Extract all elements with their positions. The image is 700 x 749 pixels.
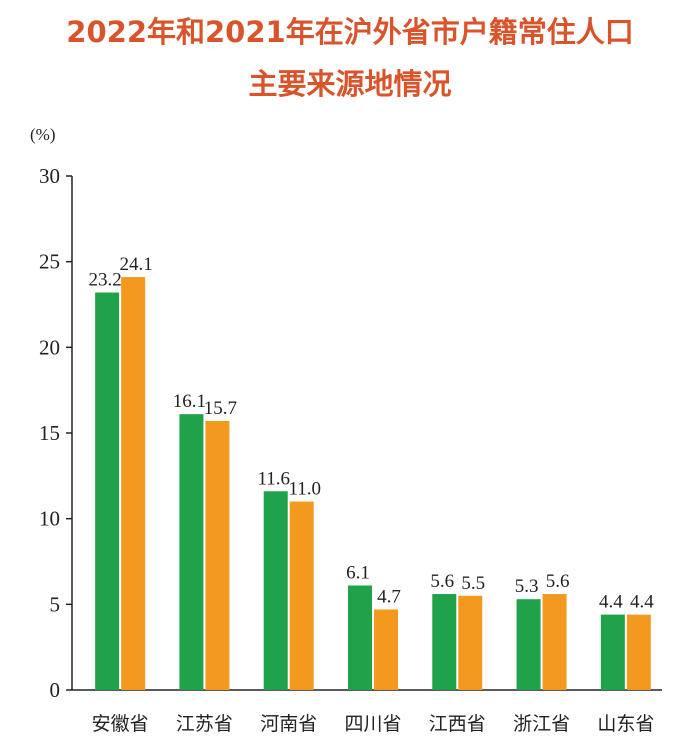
bar (458, 595, 483, 690)
bar (289, 501, 314, 690)
axes: 0 5 10 15 20 25 30 (39, 164, 662, 702)
value-label: 4.7 (377, 586, 401, 607)
bar (348, 585, 372, 690)
bar (205, 421, 230, 690)
y-tick-label: 5 (50, 592, 61, 616)
value-label: 11.0 (288, 479, 321, 500)
bar (263, 491, 288, 690)
category-label: 浙江省 (513, 713, 570, 735)
category-label: 四川省 (344, 713, 401, 735)
y-tick-label: 10 (39, 507, 60, 531)
value-label: 4.4 (630, 592, 654, 613)
value-label: 11.6 (257, 468, 290, 489)
bars (95, 277, 651, 690)
value-label: 4.4 (599, 592, 623, 613)
y-tick-label: 0 (50, 678, 61, 702)
y-tick-label: 15 (39, 421, 60, 445)
category-label: 江苏省 (176, 713, 233, 735)
chart-subtitle: 主要来源地情况 (248, 67, 452, 101)
bar (95, 292, 120, 690)
value-label: 16.1 (173, 391, 206, 412)
bar (600, 614, 625, 690)
y-tick-label: 25 (39, 250, 60, 274)
bar (121, 277, 146, 690)
value-label: 23.2 (89, 270, 122, 291)
chart-title: 2022年和2021年在沪外省市户籍常住人口 (66, 15, 634, 49)
value-label: 15.7 (204, 398, 237, 419)
bar (179, 414, 204, 690)
bar (542, 594, 567, 690)
value-label: 5.6 (430, 571, 454, 592)
y-axis-unit-label: (%) (30, 125, 55, 144)
value-labels: 23.224.1 16.115.7 11.611.0 6.1 4.7 5.6 5.5 5.3 5… (89, 254, 655, 613)
y-tick-label: 20 (39, 335, 60, 359)
category-label: 山东省 (597, 713, 654, 735)
bar (374, 609, 398, 690)
value-label: 5.6 (546, 571, 570, 592)
bar (432, 594, 457, 690)
category-label: 江西省 (429, 713, 486, 735)
category-label: 安徽省 (92, 713, 149, 735)
value-label: 24.1 (120, 254, 153, 275)
value-label: 5.5 (461, 573, 485, 594)
y-tick-label: 30 (39, 164, 60, 188)
category-labels: 安徽省 江苏省 河南省 四川省 江西省 浙江省 山东省 (92, 713, 655, 735)
value-label: 5.3 (515, 576, 539, 597)
value-label: 6.1 (346, 562, 370, 583)
bar (516, 599, 541, 690)
category-label: 河南省 (260, 713, 317, 735)
bar (626, 614, 651, 690)
